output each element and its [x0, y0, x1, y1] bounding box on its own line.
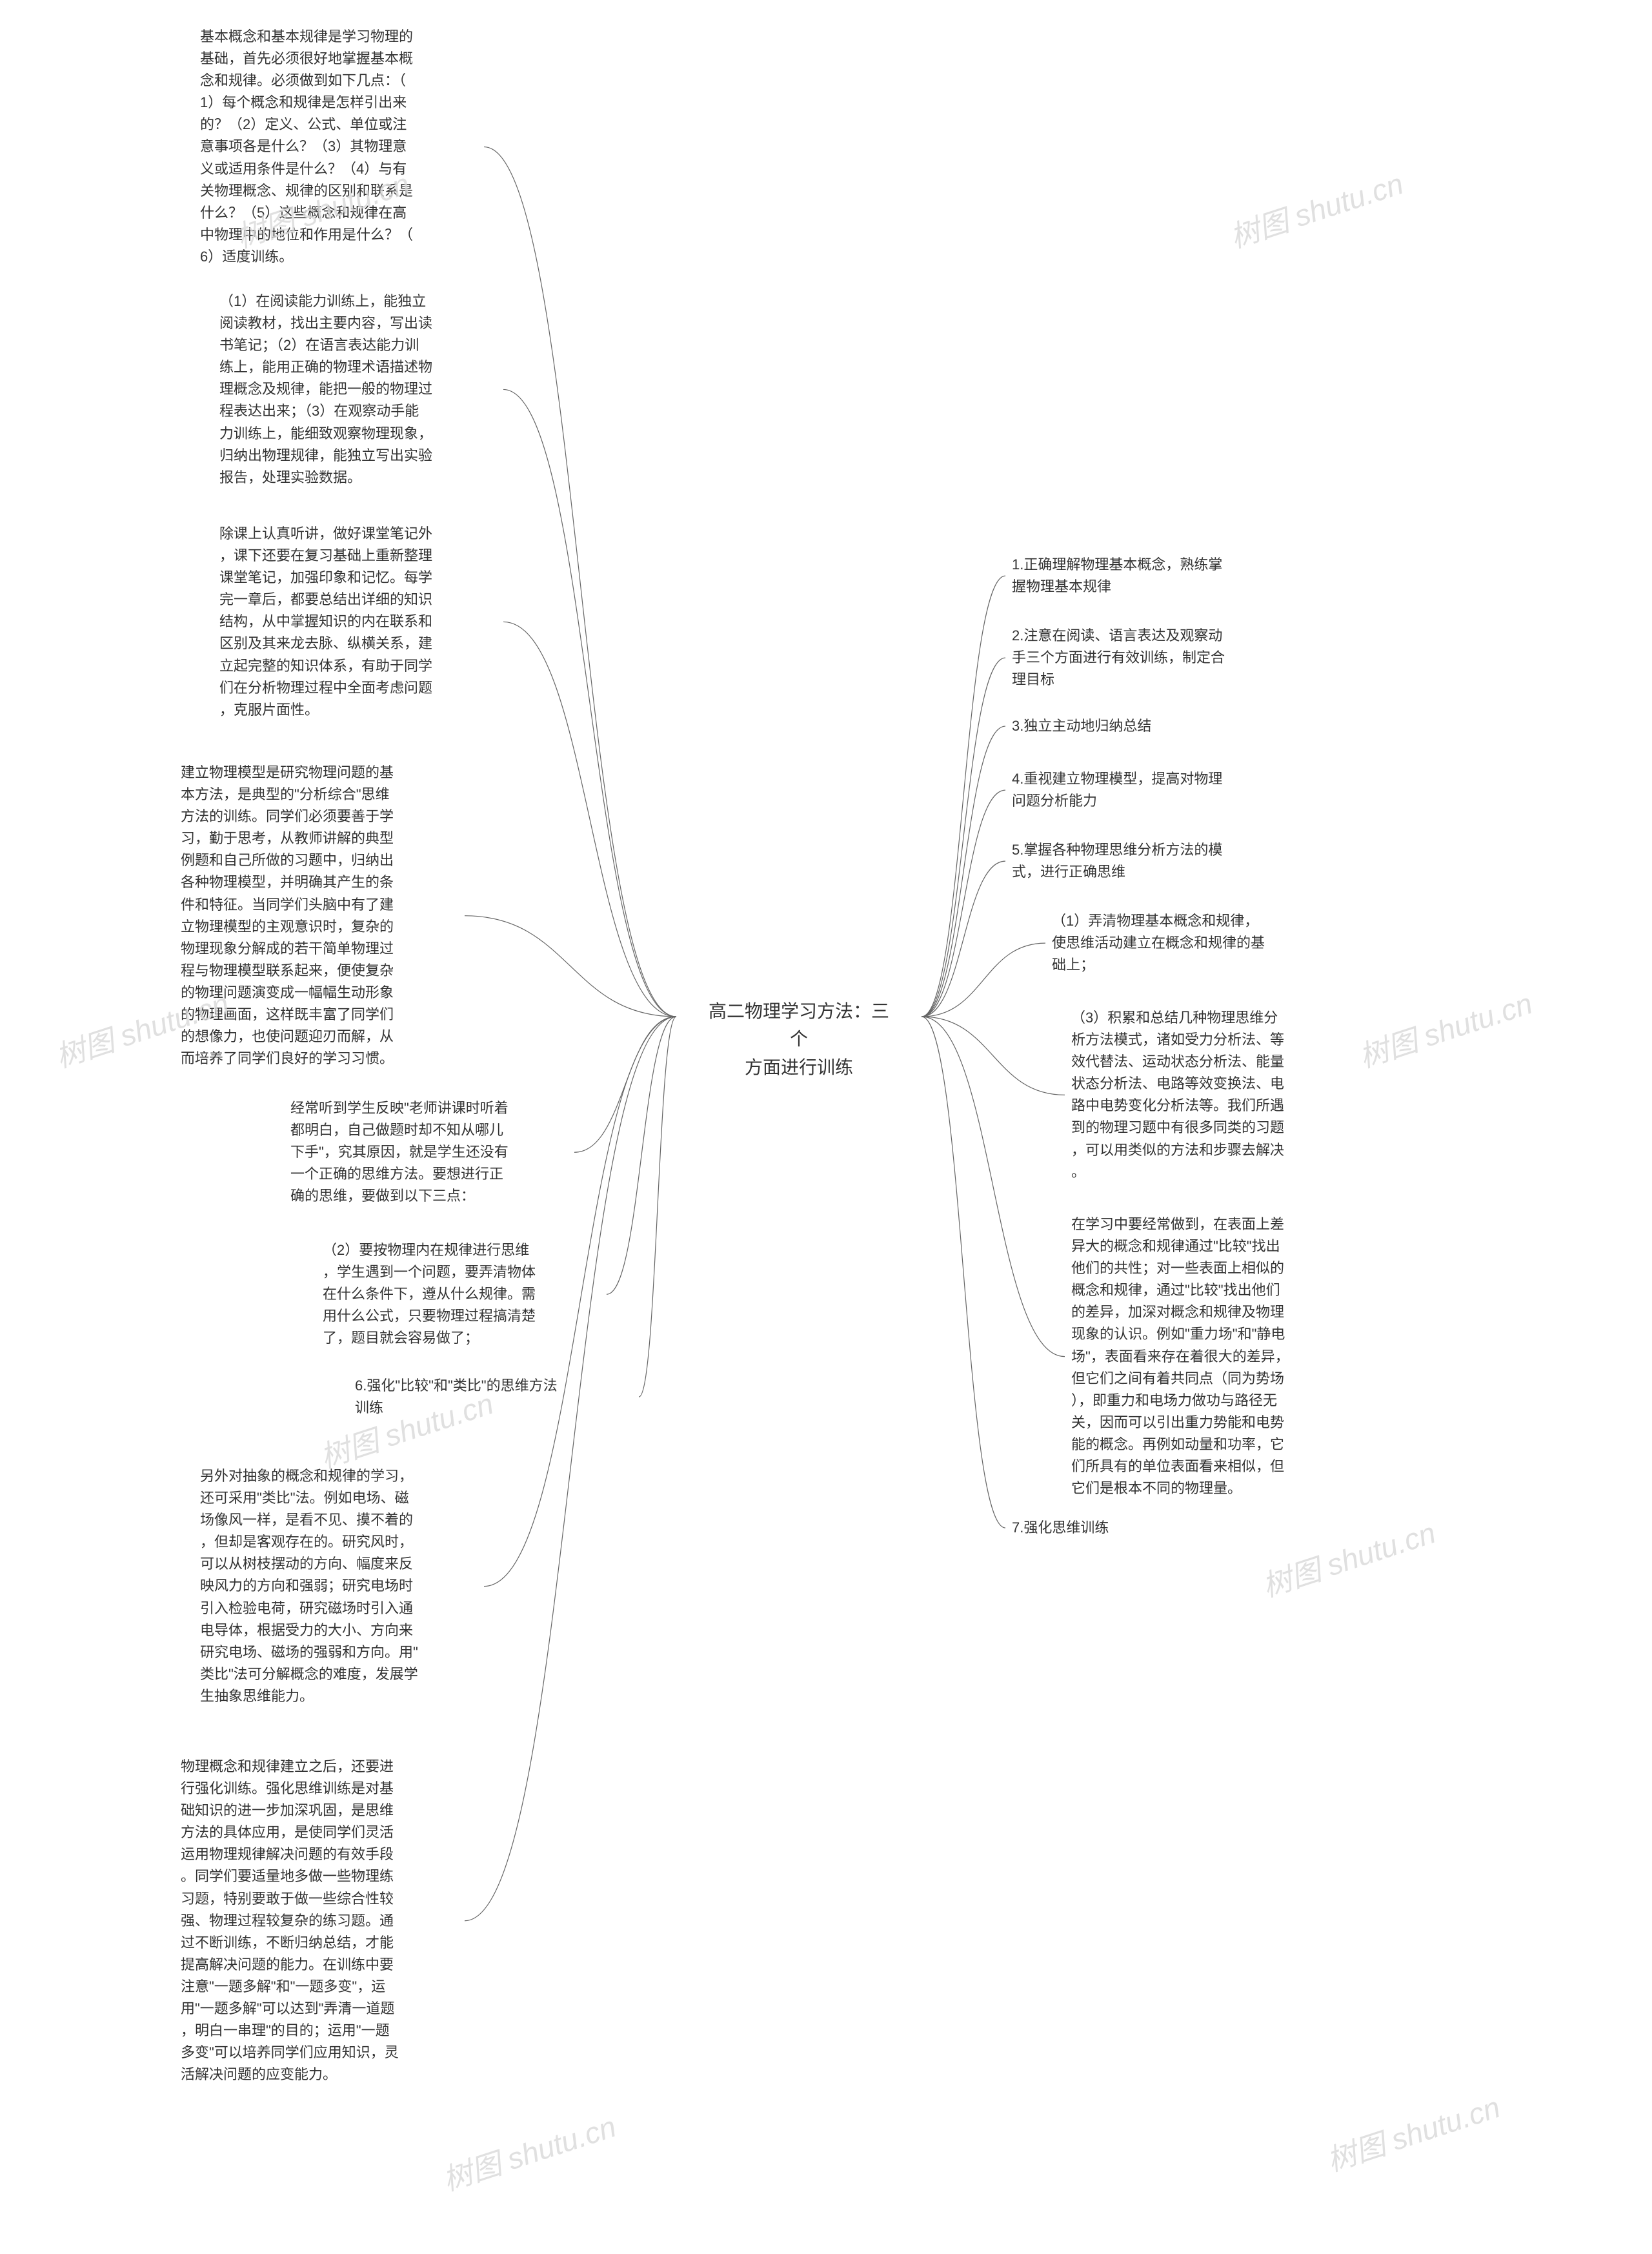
edge	[639, 1017, 676, 1397]
left-branch-l6b: 另外对抽象的概念和规律的学习， 还可采用"类比"法。例如电场、磁 场像风一样，是…	[200, 1465, 478, 1707]
left-branch-l7: 物理概念和规律建立之后，还要进 行强化训练。强化思维训练是对基 础知识的进一步加…	[181, 1756, 458, 2086]
right-branch-r6a: 在学习中要经常做到，在表面上差 异大的概念和规律通过"比较"找出 他们的共性；对…	[1071, 1213, 1342, 1499]
edge	[922, 726, 1005, 1017]
left-branch-l5b: （2）要按物理内在规律进行思维 ，学生遇到一个问题，要弄清物体 在什么条件下，遵…	[323, 1239, 600, 1349]
edge	[922, 1017, 1005, 1528]
left-branch-l3: 除课上认真听讲，做好课堂笔记外 ，课下还要在复习基础上重新整理 课堂笔记，加强印…	[219, 523, 497, 721]
edge	[503, 622, 676, 1017]
left-branch-l1: 基本概念和基本规律是学习物理的 基础，首先必须很好地掌握基本概 念和规律。必须做…	[200, 26, 478, 268]
edge	[484, 147, 676, 1017]
edge	[922, 861, 1005, 1017]
edge	[503, 389, 676, 1017]
right-branch-r7: 7.强化思维训练	[1012, 1517, 1283, 1539]
edge	[922, 576, 1005, 1017]
right-branch-r5c: （3）积累和总结几种物理思维分 析方法模式，诸如受力分析法、等 效代替法、运动状…	[1071, 1007, 1342, 1183]
edge	[922, 790, 1005, 1017]
right-branch-r3: 3.独立主动地归纳总结	[1012, 715, 1283, 737]
right-branch-r2: 2.注意在阅读、语言表达及观察动 手三个方面进行有效训练，制定合 理目标	[1012, 625, 1283, 691]
right-branch-r5a: （1）弄清物理基本概念和规律， 使思维活动建立在概念和规律的基 础上；	[1052, 910, 1323, 976]
right-branch-r1: 1.正确理解物理基本概念，熟练掌 握物理基本规律	[1012, 554, 1283, 598]
right-branch-r5: 5.掌握各种物理思维分析方法的模 式，进行正确思维	[1012, 839, 1283, 883]
edge	[922, 1017, 1065, 1357]
center-node: 高二物理学习方法：三个 方面进行训练	[689, 984, 909, 1094]
edge	[607, 1017, 676, 1294]
left-branch-l6: 6.强化"比较"和"类比"的思维方法 训练	[355, 1375, 632, 1419]
left-branch-l5t: 经常听到学生反映"老师讲课时听着 都明白，自己做题时却不知从哪儿 下手"，究其原…	[290, 1097, 568, 1207]
left-branch-l2: （1）在阅读能力训练上，能独立 阅读教材，找出主要内容，写出读 书笔记；（2）在…	[219, 290, 497, 489]
edge	[465, 916, 676, 1017]
right-branch-r4: 4.重视建立物理模型，提高对物理 问题分析能力	[1012, 768, 1283, 812]
edge	[922, 658, 1005, 1017]
left-branch-l4: 建立物理模型是研究物理问题的基 本方法，是典型的"分析综合"思维 方法的训练。同…	[181, 762, 458, 1070]
